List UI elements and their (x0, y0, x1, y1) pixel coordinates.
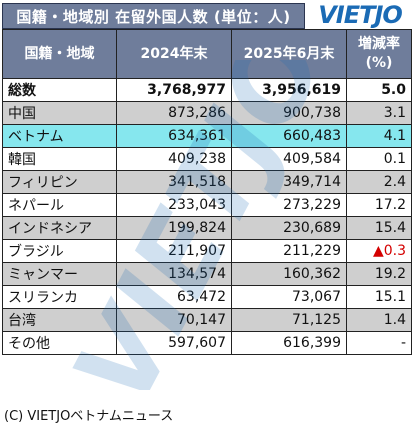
row-2024: 634,361 (116, 124, 232, 148)
column-header-2025: 2025年6月末 (231, 29, 347, 79)
row-2025: 160,362 (231, 262, 347, 286)
row-2025: 616,399 (231, 331, 347, 355)
table-row: ネパール 233,043 273,229 17.2 (2, 193, 412, 217)
row-name: その他 (2, 331, 117, 355)
table-row: スリランカ 63,472 73,067 15.1 (2, 285, 412, 309)
column-header-rate-label: 増減率 (358, 36, 400, 52)
row-name: 中国 (2, 101, 117, 125)
row-name: ブラジル (2, 239, 117, 263)
row-name: フィリピン (2, 170, 117, 194)
row-2025: 409,584 (231, 147, 347, 171)
row-name: ベトナム (2, 124, 117, 148)
row-2024: 134,574 (116, 262, 232, 286)
row-2024: 70,147 (116, 308, 232, 332)
row-2025: 211,229 (231, 239, 347, 263)
row-rate: 15.4 (346, 216, 412, 240)
row-rate: 19.2 (346, 262, 412, 286)
row-name: ネパール (2, 193, 117, 217)
column-header-2024: 2024年末 (116, 29, 232, 79)
row-2024: 597,607 (116, 331, 232, 355)
row-rate: 2.4 (346, 170, 412, 194)
row-2025: 660,483 (231, 124, 347, 148)
row-2025: 3,956,619 (231, 78, 347, 102)
header: 国籍・地域別 在留外国人数 (単位：人) VIETJO (0, 0, 413, 30)
row-2024: 63,472 (116, 285, 232, 309)
row-2024: 199,824 (116, 216, 232, 240)
column-header-rate: 増減率 (%) (346, 29, 412, 79)
table-row: インドネシア 199,824 230,689 15.4 (2, 216, 412, 240)
row-2024: 233,043 (116, 193, 232, 217)
row-2024: 3,768,977 (116, 78, 232, 102)
column-header-country: 国籍・地域 (2, 29, 117, 79)
row-rate: 17.2 (346, 193, 412, 217)
row-2025: 349,714 (231, 170, 347, 194)
table-row: ブラジル 211,907 211,229 ▲0.3 (2, 239, 412, 263)
row-2024: 341,518 (116, 170, 232, 194)
row-name: 総数 (2, 78, 117, 102)
row-rate: 4.1 (346, 124, 412, 148)
row-name: ミャンマー (2, 262, 117, 286)
row-2024: 873,286 (116, 101, 232, 125)
row-2025: 273,229 (231, 193, 347, 217)
row-2025: 71,125 (231, 308, 347, 332)
table-row: 台湾 70,147 71,125 1.4 (2, 308, 412, 332)
row-name: 台湾 (2, 308, 117, 332)
row-name: インドネシア (2, 216, 117, 240)
row-2024: 211,907 (116, 239, 232, 263)
row-rate: 1.4 (346, 308, 412, 332)
table-row-highlighted: ベトナム 634,361 660,483 4.1 (2, 124, 412, 148)
table-row: 韓国 409,238 409,584 0.1 (2, 147, 412, 171)
row-2025: 73,067 (231, 285, 347, 309)
row-2025: 900,738 (231, 101, 347, 125)
vietjo-logo: VIETJO (318, 1, 403, 29)
copyright-footer: (C) VIETJOベトナムニュース (4, 409, 174, 424)
table-row: フィリピン 341,518 349,714 2.4 (2, 170, 412, 194)
row-name: 韓国 (2, 147, 117, 171)
row-name: スリランカ (2, 285, 117, 309)
table-header-row: 国籍・地域 2024年末 2025年6月末 増減率 (%) (2, 29, 412, 79)
row-rate: 5.0 (346, 78, 412, 102)
row-rate: 0.1 (346, 147, 412, 171)
column-header-rate-unit: (%) (365, 55, 393, 71)
table-row-total: 総数 3,768,977 3,956,619 5.0 (2, 78, 412, 102)
row-rate: 15.1 (346, 285, 412, 309)
row-rate-negative: ▲0.3 (346, 239, 412, 263)
residents-table: 国籍・地域 2024年末 2025年6月末 増減率 (%) 総数 3,768,9… (2, 29, 412, 355)
row-rate: 3.1 (346, 101, 412, 125)
table-row: 中国 873,286 900,738 3.1 (2, 101, 412, 125)
table-title: 国籍・地域別 在留外国人数 (単位：人) (2, 3, 305, 29)
row-2024: 409,238 (116, 147, 232, 171)
row-2025: 230,689 (231, 216, 347, 240)
row-rate: - (346, 331, 412, 355)
table-row: ミャンマー 134,574 160,362 19.2 (2, 262, 412, 286)
table-row: その他 597,607 616,399 - (2, 331, 412, 355)
